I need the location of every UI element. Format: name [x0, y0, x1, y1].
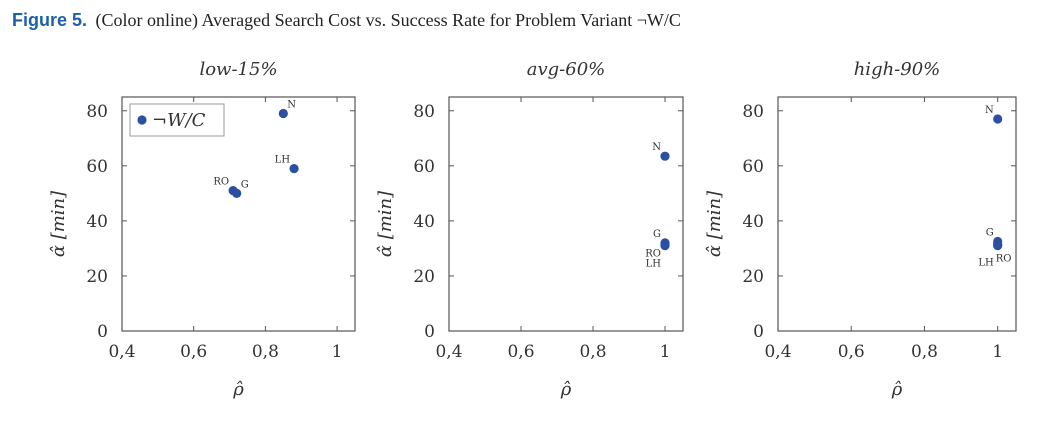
y-tick-label: 0 [424, 322, 435, 342]
y-tick-label: 80 [413, 102, 435, 122]
x-tick-label: 0,4 [108, 342, 135, 362]
point-label: N [985, 105, 994, 116]
x-tick-label: 0,8 [252, 342, 279, 362]
scatter-panel-1: 0,4 0,6 0,8 1 0 20 40 60 80 low-15% ρ̂ α̂ [min] N LH R… [48, 59, 356, 400]
x-tick-label: 0,6 [838, 342, 865, 362]
x-tick-label: 0,6 [507, 342, 534, 362]
point-label: LH [275, 155, 291, 166]
y-axis-label: α̂ [min] [48, 190, 69, 257]
point-label: N [652, 142, 661, 153]
y-tick-label: 40 [742, 212, 764, 232]
y-tick-label: 0 [753, 322, 764, 342]
y-tick-label: 60 [86, 157, 108, 177]
point-label: N [287, 100, 296, 111]
y-tick-label: 80 [86, 102, 108, 122]
figure-caption-text: (Color online) Averaged Search Cost vs. … [95, 10, 681, 30]
x-tick-label: 0,6 [180, 342, 207, 362]
data-point-RO [993, 241, 1003, 251]
y-tick-label: 80 [742, 102, 764, 122]
panel-title: high-90% [854, 59, 941, 80]
point-label: RO [996, 254, 1012, 265]
x-tick-label: 0,8 [911, 342, 938, 362]
data-point-LH [660, 241, 670, 251]
x-tick-label: 1 [660, 342, 671, 362]
x-tick-label: 0,8 [579, 342, 606, 362]
y-tick-label: 20 [742, 267, 764, 287]
scatter-panel-3: 0,4 0,6 0,8 1 0 20 40 60 80 high-90% ρ̂ α̂ [min] N G L… [704, 59, 1017, 400]
point-label: RO [645, 248, 661, 259]
figure-caption: Figure 5. (Color online) Averaged Search… [12, 10, 681, 31]
panel-title: low-15% [199, 59, 277, 80]
plot-frame [121, 96, 356, 332]
data-point-N [278, 108, 288, 119]
legend-entry: ¬W/C [152, 110, 206, 131]
data-point-LH [289, 163, 299, 174]
x-axis-label: ρ̂ [232, 379, 244, 400]
y-tick-label: 40 [413, 212, 435, 232]
plot-frame [777, 96, 1017, 332]
data-point-N [660, 151, 670, 161]
y-tick-label: 20 [413, 267, 435, 287]
x-tick-label: 1 [332, 342, 343, 362]
y-axis-label: α̂ [min] [375, 190, 396, 257]
y-axis-label: α̂ [min] [704, 190, 725, 257]
x-tick-label: 0,4 [764, 342, 791, 362]
x-axis-label: ρ̂ [891, 379, 903, 400]
y-tick-label: 60 [742, 157, 764, 177]
y-tick-label: 60 [413, 157, 435, 177]
point-label: G [986, 228, 994, 239]
y-tick-label: 0 [97, 322, 108, 342]
point-label: LH [978, 257, 994, 268]
x-axis-label: ρ̂ [560, 379, 572, 400]
x-tick-label: 1 [992, 342, 1003, 362]
plot-frame [448, 96, 684, 332]
scatter-panel-2: 0,4 0,6 0,8 1 0 20 40 60 80 avg-60% ρ̂ α̂ [min] N G RO… [375, 59, 684, 400]
point-label: G [653, 229, 661, 240]
y-tick-label: 40 [86, 212, 108, 232]
legend-marker [137, 115, 147, 125]
point-label: G [241, 179, 249, 190]
data-point-N [993, 114, 1003, 124]
figure-label: Figure 5. [12, 10, 88, 30]
y-tick-label: 20 [86, 267, 108, 287]
x-tick-label: 0,4 [435, 342, 462, 362]
data-point-G [232, 188, 242, 198]
panel-title: avg-60% [527, 59, 606, 80]
point-label: RO [213, 177, 229, 188]
point-label: LH [646, 259, 662, 270]
